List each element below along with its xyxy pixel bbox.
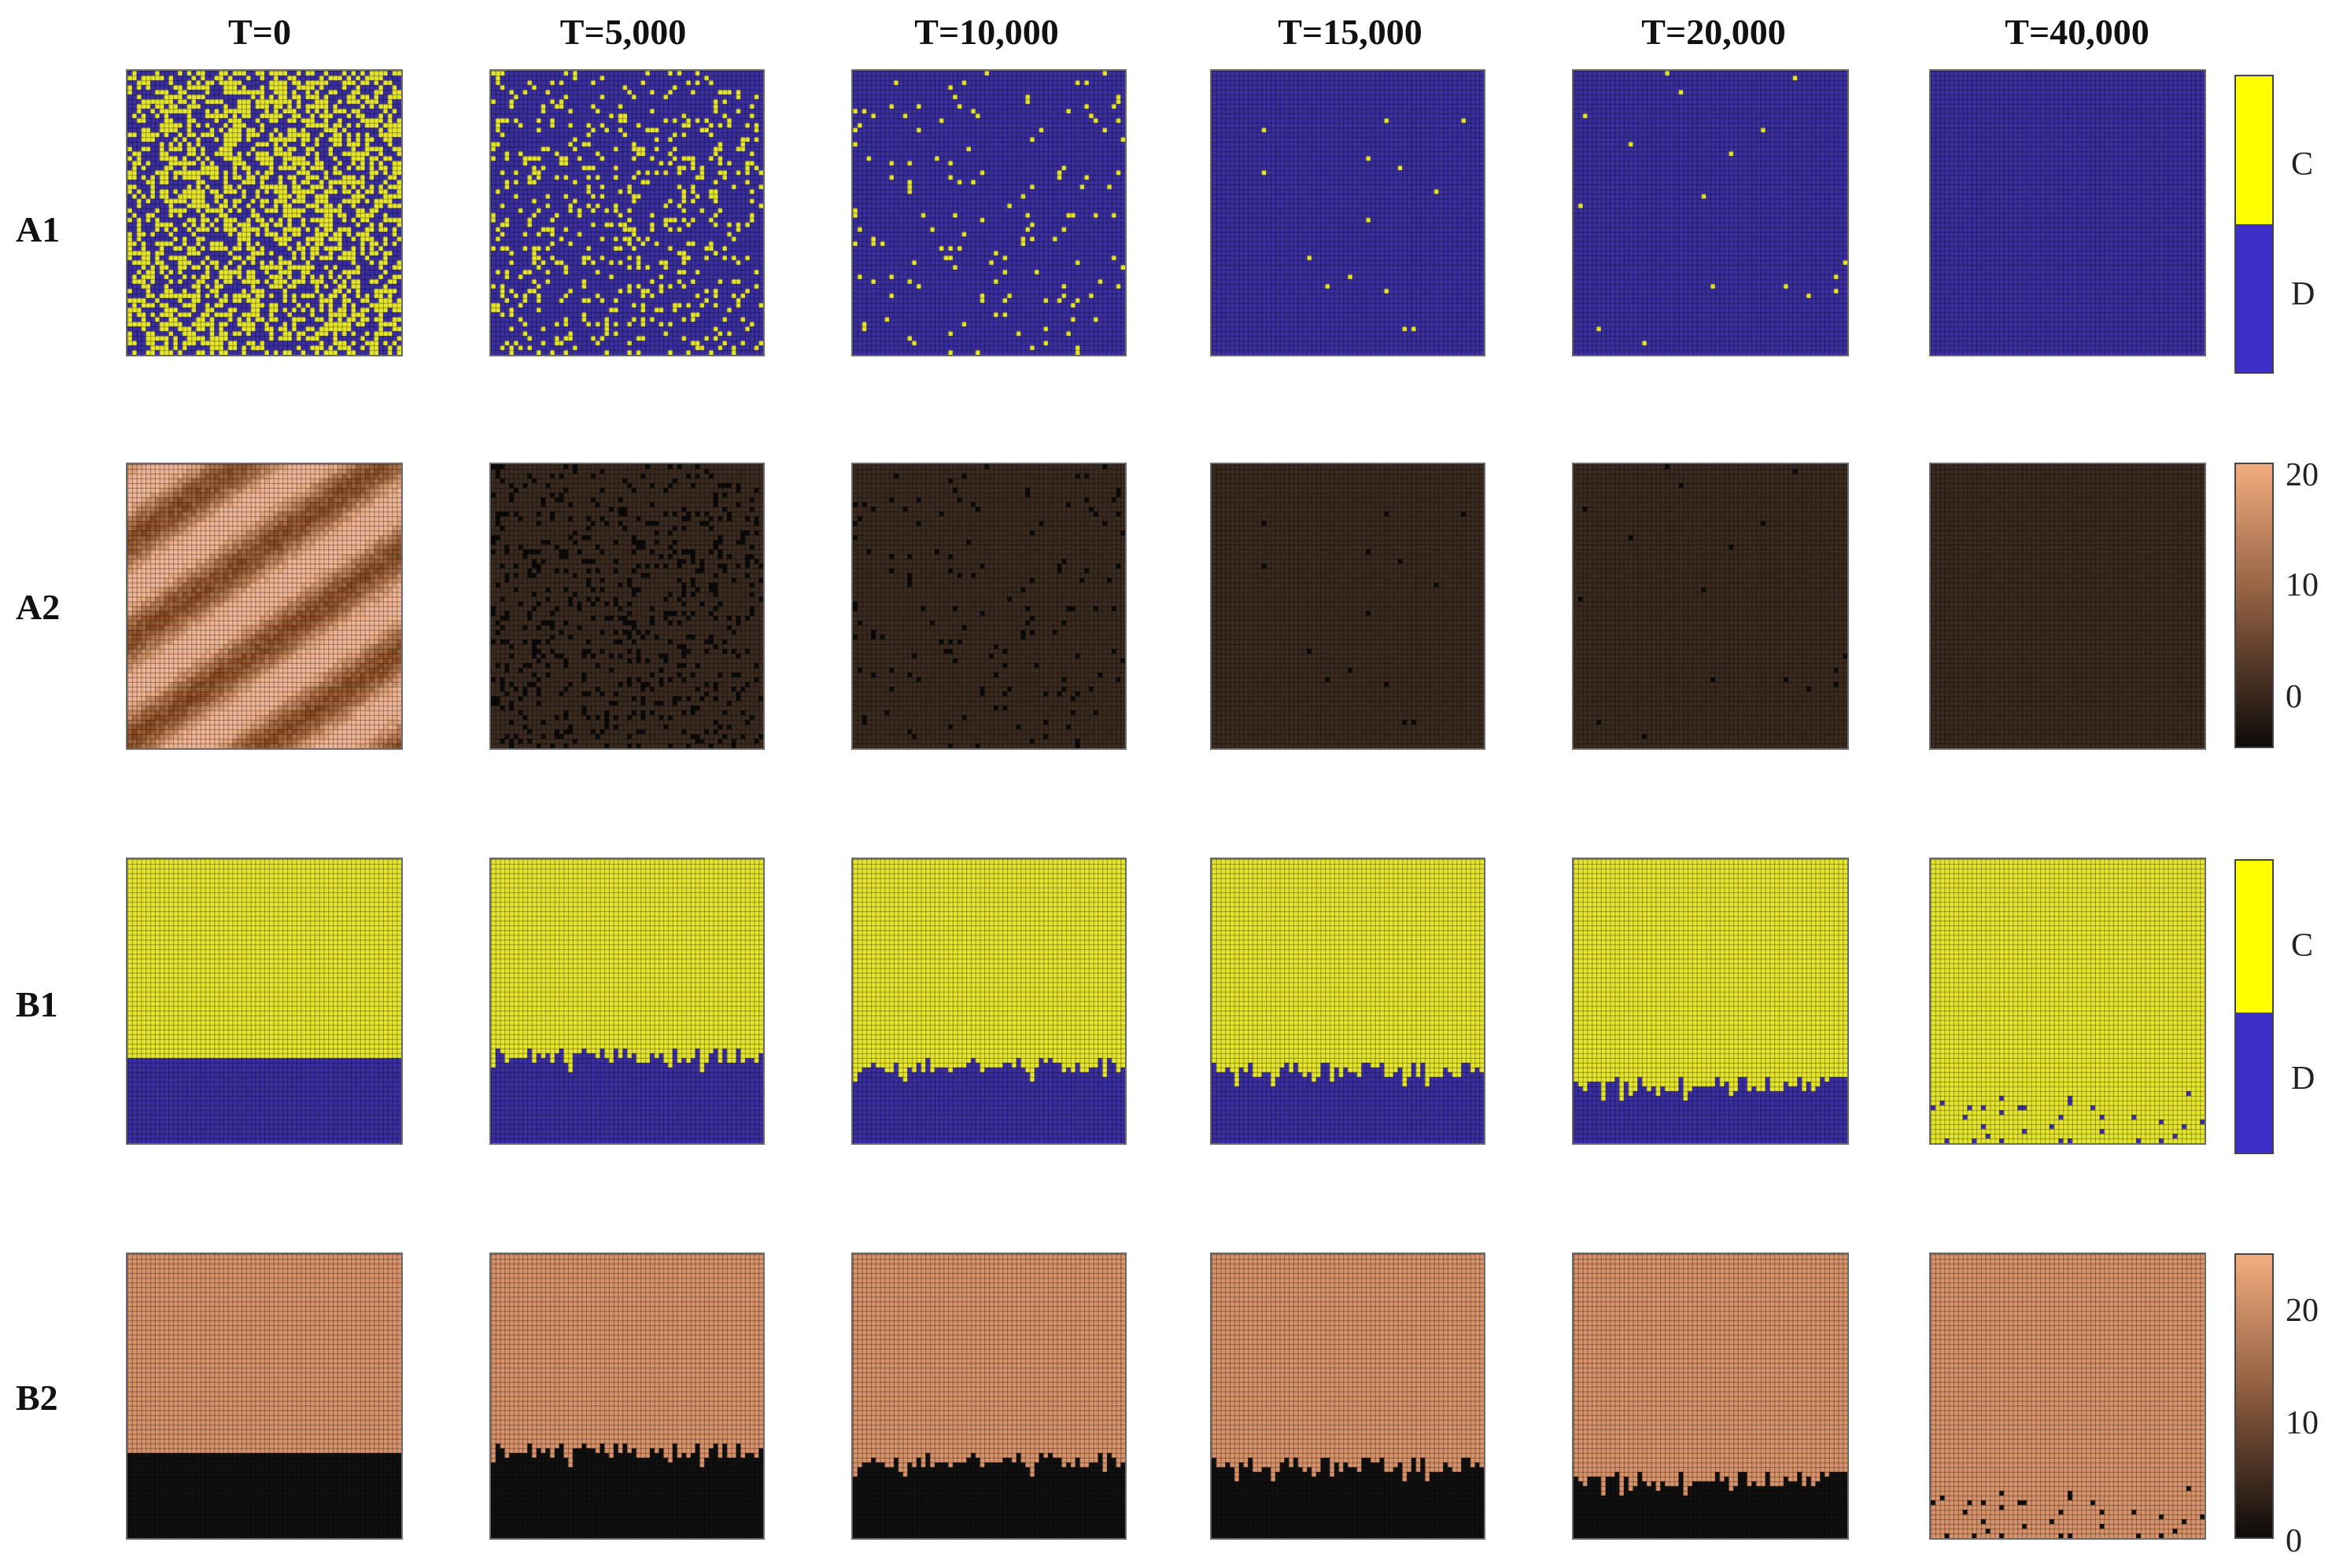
- colorbar-label-d-a1: D: [2291, 276, 2315, 312]
- lattice-canvas: [491, 71, 763, 355]
- lattice-canvas: [127, 859, 401, 1143]
- lattice-a1-col3: [851, 69, 1127, 356]
- row-label-b2: B2: [16, 1378, 58, 1418]
- payoff-colorbar-b2: [2234, 1253, 2274, 1539]
- lattice-canvas: [1931, 71, 2205, 355]
- lattice-a1-col6: [1929, 69, 2206, 356]
- lattice-b1-col5: [1572, 858, 1849, 1145]
- lattice-canvas: [491, 859, 763, 1143]
- lattice-canvas: [1931, 859, 2205, 1143]
- lattice-canvas: [1574, 464, 1847, 748]
- lattice-canvas: [853, 71, 1125, 355]
- lattice-canvas: [1212, 464, 1484, 748]
- payoff-colorbar-b2-gradient: [2236, 1255, 2272, 1537]
- lattice-canvas: [853, 1254, 1125, 1538]
- payoff-colorbar-a2: [2234, 463, 2274, 748]
- lattice-canvas: [1212, 1254, 1484, 1538]
- lattice-a1-col5: [1572, 69, 1849, 356]
- lattice-b1-col1: [126, 858, 403, 1145]
- colorbar-label-c-b1: C: [2291, 928, 2314, 964]
- lattice-canvas: [1931, 1254, 2205, 1538]
- lattice-b2-col5: [1572, 1253, 1849, 1540]
- lattice-b1-col4: [1210, 858, 1485, 1145]
- colorbar-tick-b2-10: 10: [2286, 1405, 2319, 1441]
- lattice-a2-col1: [126, 463, 403, 750]
- lattice-b2-col3: [851, 1253, 1127, 1540]
- lattice-canvas: [853, 464, 1125, 748]
- lattice-canvas: [127, 464, 401, 748]
- strategy-colorbar-a1: [2234, 75, 2274, 374]
- lattice-canvas: [491, 464, 763, 748]
- colorbar-label-c-a1: C: [2291, 146, 2314, 183]
- lattice-a1-col2: [489, 69, 765, 356]
- lattice-a2-col4: [1210, 463, 1485, 750]
- lattice-a2-col5: [1572, 463, 1849, 750]
- column-title-t5000: T=5,000: [559, 12, 687, 52]
- strategy-colorbar-b1: [2234, 859, 2274, 1154]
- lattice-b2-col4: [1210, 1253, 1485, 1540]
- colorbar-tick-b2-0: 0: [2286, 1523, 2302, 1559]
- lattice-canvas: [1931, 464, 2205, 748]
- lattice-b1-col3: [851, 858, 1127, 1145]
- column-title-t15000: T=15,000: [1278, 12, 1422, 52]
- lattice-canvas: [1574, 1254, 1847, 1538]
- lattice-a2-col6: [1929, 463, 2206, 750]
- column-title-t10000: T=10,000: [914, 12, 1059, 52]
- lattice-canvas: [1212, 859, 1484, 1143]
- payoff-colorbar-a2-gradient: [2236, 464, 2272, 747]
- lattice-a2-col2: [489, 463, 765, 750]
- lattice-canvas: [491, 1254, 763, 1538]
- colorbar-tick-a2-20: 20: [2286, 457, 2319, 493]
- lattice-canvas: [1574, 859, 1847, 1143]
- colorbar-tick-a2-10: 10: [2286, 567, 2319, 603]
- lattice-b2-col2: [489, 1253, 765, 1540]
- colorbar-tick-b2-20: 20: [2286, 1293, 2319, 1329]
- colorbar-tick-a2-0: 0: [2286, 679, 2302, 715]
- row-label-a1: A1: [16, 209, 61, 249]
- lattice-canvas: [853, 859, 1125, 1143]
- lattice-b2-col6: [1929, 1253, 2206, 1540]
- row-label-a2: A2: [16, 587, 61, 627]
- column-title-t40000: T=40,000: [2005, 12, 2149, 52]
- lattice-a1-col1: [126, 69, 403, 356]
- lattice-b1-col6: [1929, 858, 2206, 1145]
- lattice-a1-col4: [1210, 69, 1485, 356]
- lattice-b1-col2: [489, 858, 765, 1145]
- lattice-a2-col3: [851, 463, 1127, 750]
- lattice-canvas: [127, 1254, 401, 1538]
- column-title-t0: T=0: [228, 12, 291, 52]
- colorbar-label-d-b1: D: [2291, 1061, 2315, 1097]
- row-label-b1: B1: [16, 984, 58, 1024]
- lattice-canvas: [127, 71, 401, 355]
- lattice-canvas: [1212, 71, 1484, 355]
- lattice-b2-col1: [126, 1253, 403, 1540]
- column-title-t20000: T=20,000: [1641, 12, 1786, 52]
- lattice-canvas: [1574, 71, 1847, 355]
